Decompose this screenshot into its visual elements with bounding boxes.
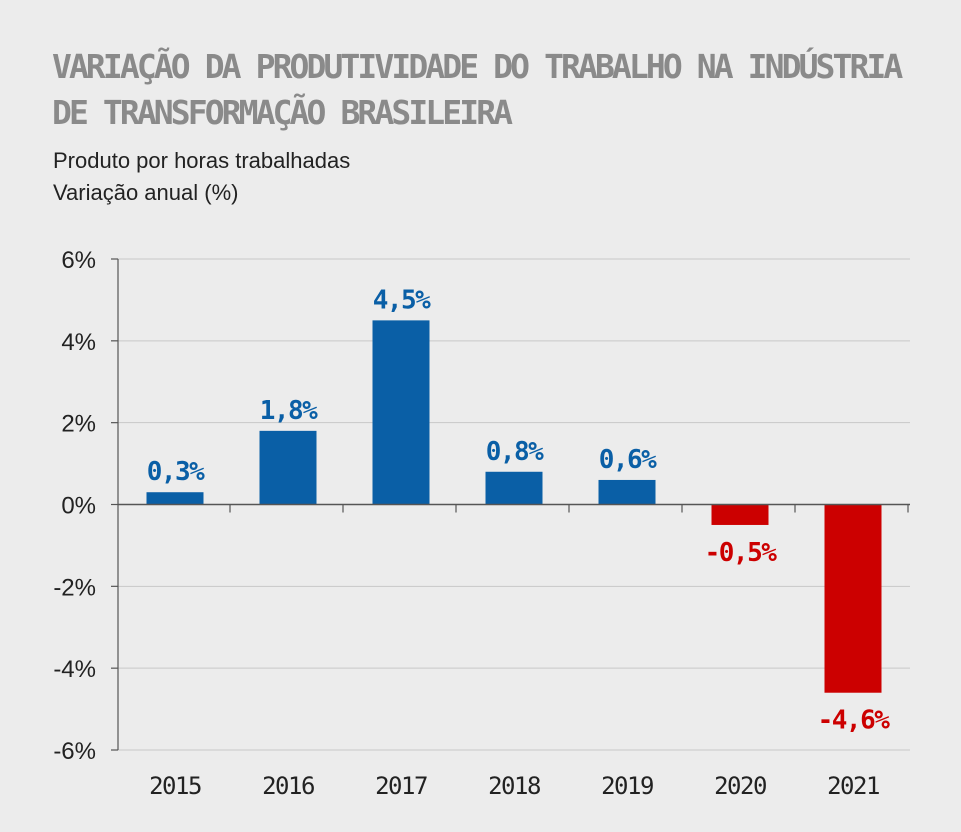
- data-label-2018: 0,8%: [486, 437, 544, 467]
- x-tick-label-2016: 2016: [262, 772, 314, 800]
- data-label-2019: 0,6%: [599, 445, 657, 475]
- data-label-2020: -0,5%: [705, 538, 778, 568]
- y-tick-label: 0%: [61, 493, 96, 520]
- chart-subtitle: Produto por horas trabalhadas Variação a…: [53, 145, 350, 209]
- data-label-2017: 4,5%: [373, 285, 431, 315]
- bar-2016: [259, 430, 317, 505]
- data-label-2021: -4,6%: [818, 706, 891, 736]
- y-tick-label: -4%: [53, 656, 96, 683]
- bar-2019: [598, 479, 656, 505]
- y-tick-label: 4%: [61, 329, 96, 356]
- bar-2020: [711, 504, 769, 525]
- data-label-2016: 1,8%: [260, 396, 318, 426]
- x-tick-label-2017: 2017: [375, 772, 427, 800]
- x-tick-label-2018: 2018: [488, 772, 540, 800]
- bar-2018: [485, 471, 543, 505]
- chart-title-line-2: DE TRANSFORMAÇÃO BRASILEIRA: [52, 93, 513, 132]
- chart-subtitle-line-1: Produto por horas trabalhadas: [53, 148, 351, 173]
- chart-title-line-1: VARIAÇÃO DA PRODUTIVIDADE DO TRABALHO NA…: [52, 47, 903, 86]
- data-label-2015: 0,3%: [147, 457, 205, 487]
- x-tick-label-2020: 2020: [714, 772, 766, 800]
- bar-2021: [824, 504, 882, 693]
- y-tick-label: -6%: [53, 738, 96, 765]
- x-tick-label-2021: 2021: [827, 772, 879, 800]
- x-tick-label-2015: 2015: [149, 772, 201, 800]
- y-tick-label: 6%: [61, 247, 96, 274]
- chart-subtitle-line-2: Variação anual (%): [53, 180, 239, 205]
- bar-2015: [146, 492, 204, 505]
- y-tick-label: 2%: [61, 411, 96, 438]
- y-tick-label: -2%: [53, 574, 96, 601]
- x-tick-label-2019: 2019: [601, 772, 653, 800]
- chart-title: VARIAÇÃO DA PRODUTIVIDADE DO TRABALHO NA…: [52, 44, 903, 136]
- bar-2017: [372, 320, 430, 505]
